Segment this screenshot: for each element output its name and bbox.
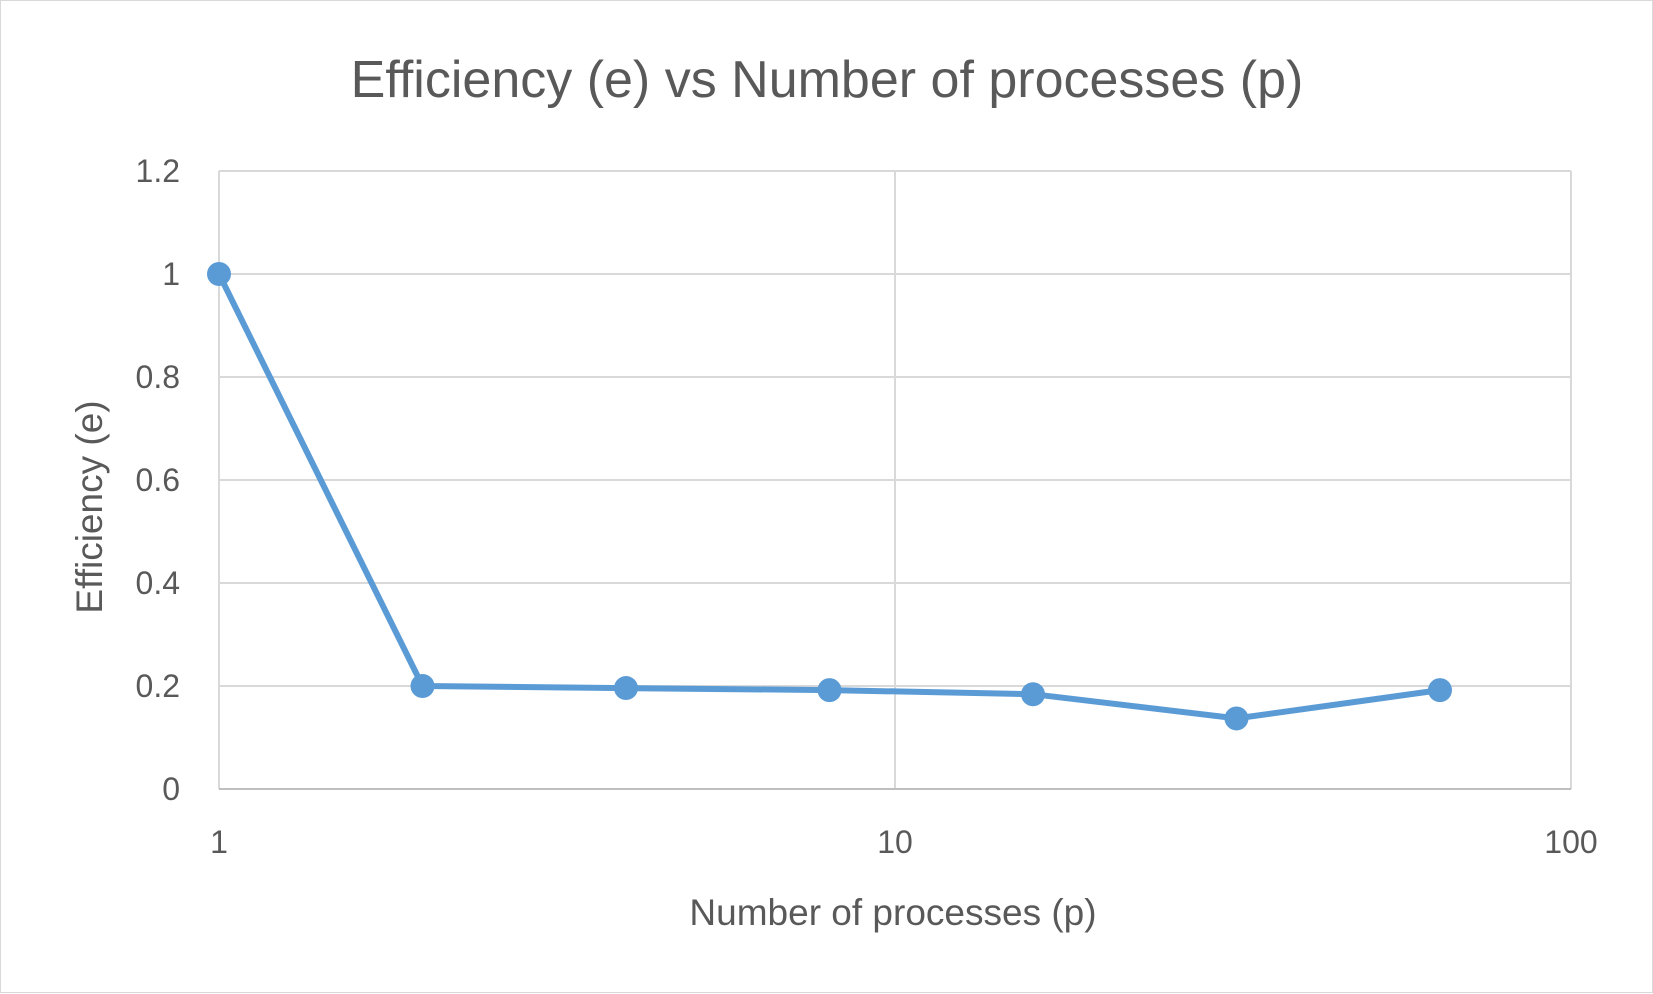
series — [207, 262, 1452, 731]
x-tick-label: 1 — [210, 824, 228, 860]
data-point — [1020, 682, 1045, 707]
data-point — [817, 678, 842, 703]
y-tick-label: 0.6 — [136, 462, 180, 498]
x-tick-label: 10 — [877, 824, 913, 860]
y-tick-label: 0.8 — [136, 359, 180, 395]
y-tick-label: 0 — [162, 771, 180, 807]
y-tick-label: 1.2 — [136, 153, 180, 189]
y-tick-label: 1 — [162, 256, 180, 292]
series-line — [216, 271, 1443, 722]
y-tick-label: 0.2 — [136, 668, 180, 704]
data-point — [1427, 678, 1452, 703]
data-point — [410, 674, 435, 698]
y-tick-label: 0.4 — [136, 565, 180, 601]
y-axis-tick-labels: 0 0.2 0.4 0.6 0.8 1 1.2 — [136, 153, 180, 807]
grid-lines — [218, 170, 1572, 789]
x-axis-title: Number of processes (p) — [689, 892, 1096, 933]
x-tick-label: 100 — [1544, 824, 1597, 860]
y-axis-title: Efficiency (e) — [69, 400, 110, 613]
x-axis-tick-labels: 1 10 100 — [210, 824, 1598, 860]
data-point — [207, 262, 231, 286]
data-point — [1224, 706, 1249, 731]
chart-title: Efficiency (e) vs Number of processes (p… — [351, 51, 1304, 109]
data-point — [613, 676, 638, 701]
